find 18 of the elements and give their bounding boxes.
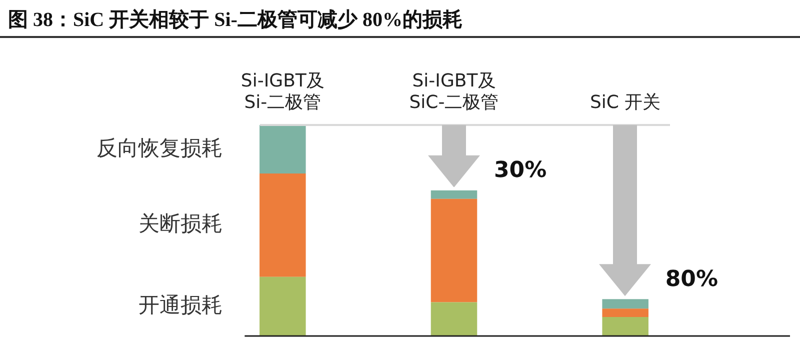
series-label: 反向恢复损耗 — [96, 136, 223, 160]
x-tick-label: SiC 开关 — [590, 92, 661, 113]
annotation: 30% — [494, 158, 547, 184]
x-tick-label: Si-IGBT及 SiC-二极管 — [409, 70, 499, 113]
chart-title: 图 38：SiC 开关相较于 Si-二极管可减少 80%的损耗 — [8, 8, 462, 33]
bar — [430, 302, 478, 336]
annotation: 80% — [665, 266, 718, 292]
x-tick-label: Si-IGBT及 Si-二极管 — [240, 70, 324, 113]
bar — [260, 276, 306, 336]
series-label: 关断损耗 — [138, 212, 223, 236]
bar — [430, 190, 478, 199]
bar — [602, 308, 648, 318]
bar — [602, 317, 648, 336]
bar — [260, 125, 306, 174]
series-label: 开通损耗 — [138, 292, 223, 317]
bar — [602, 299, 648, 309]
bar — [260, 174, 306, 277]
bar — [430, 198, 478, 302]
